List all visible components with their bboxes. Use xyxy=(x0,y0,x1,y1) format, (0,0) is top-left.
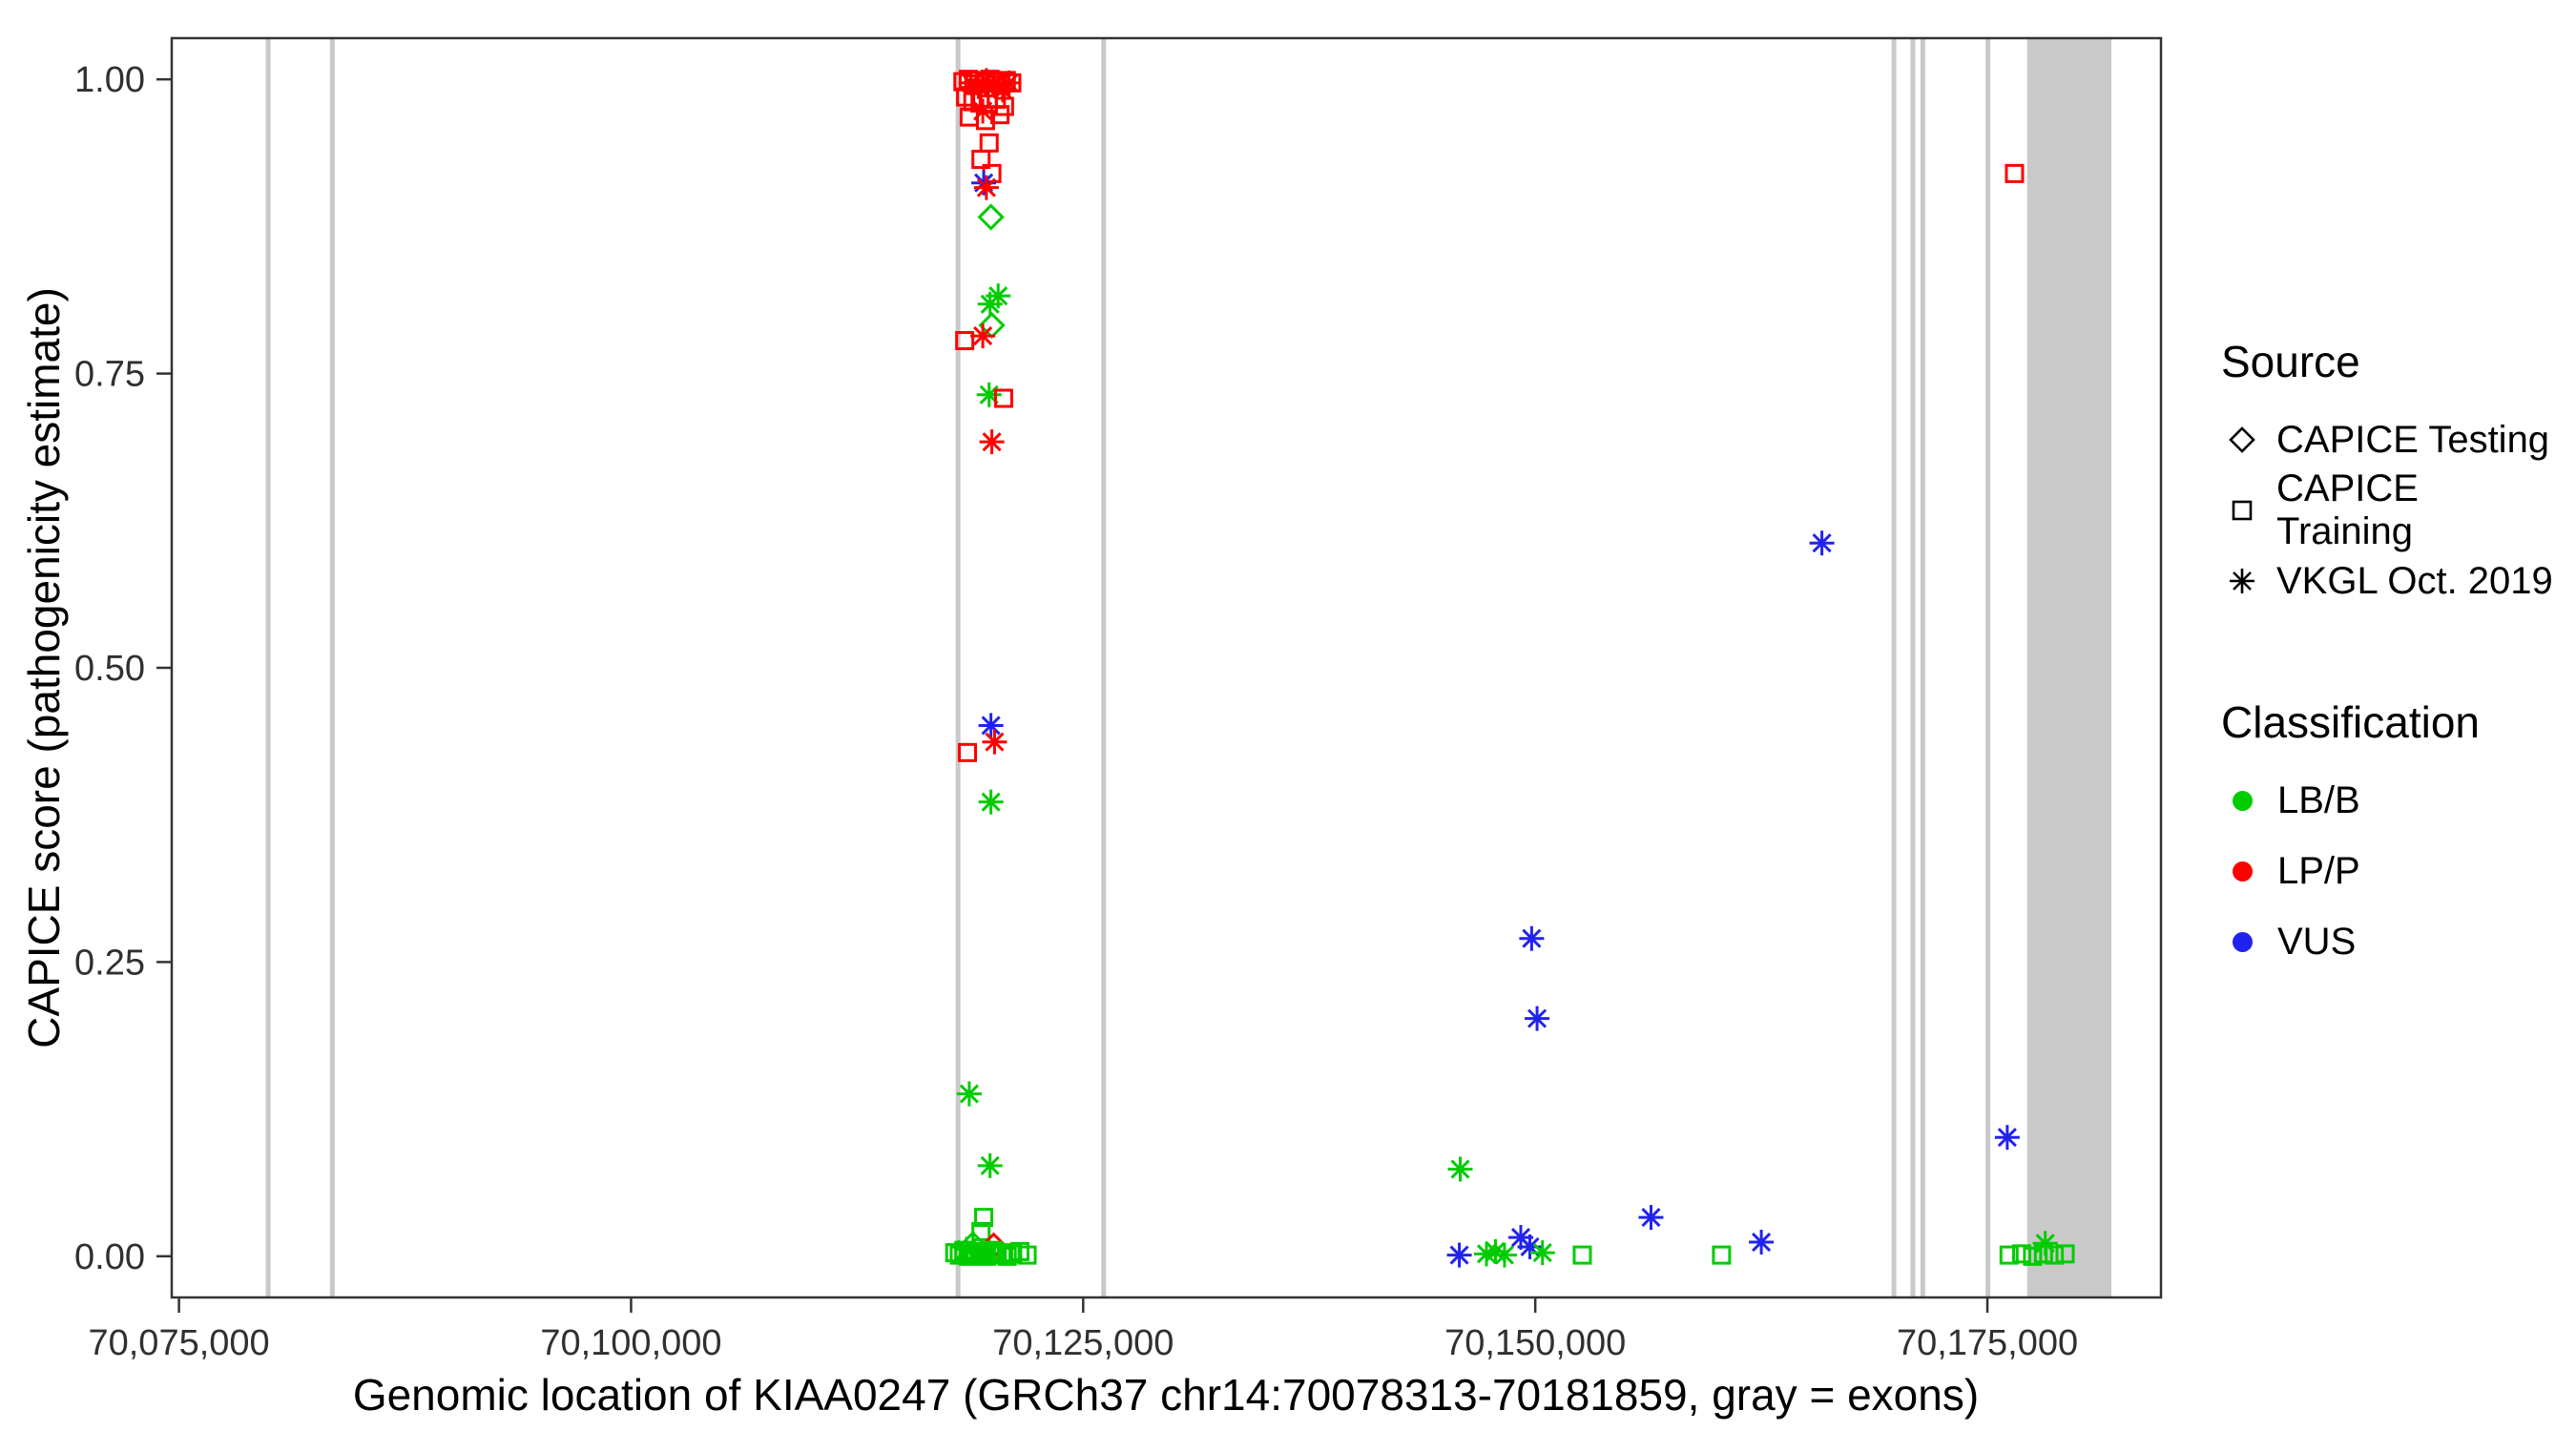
x-tick-label: 70,150,000 xyxy=(1444,1323,1626,1363)
data-point-square xyxy=(2012,1244,2032,1264)
data-point-asterisk xyxy=(1749,1230,1775,1255)
x-tick-label: 70,125,000 xyxy=(992,1323,1174,1363)
legend-item-lbb: LB/B xyxy=(2221,765,2565,836)
data-point-square xyxy=(1712,1245,1732,1265)
x-tick-label: 70,100,000 xyxy=(540,1323,721,1363)
legend-item-label: VKGL Oct. 2019 xyxy=(2276,559,2553,602)
asterisk-icon xyxy=(2230,569,2254,593)
lbb-dot-icon xyxy=(2233,790,2253,811)
diamond-icon xyxy=(2229,426,2255,453)
y-tick-label: 0.75 xyxy=(74,355,145,395)
legend-item-label: CAPICE Training xyxy=(2276,467,2419,552)
exon-region xyxy=(2026,38,2112,1297)
legend-item-capice-training: CAPICE Training xyxy=(2221,467,2565,552)
data-point-asterisk xyxy=(973,175,999,200)
data-point-square xyxy=(2045,1245,2065,1265)
legend-item-label: LB/B xyxy=(2277,778,2360,821)
exon-region xyxy=(1920,38,1925,1297)
data-point-square xyxy=(997,1246,1017,1266)
data-point-asterisk xyxy=(977,291,1003,317)
data-point-square xyxy=(2023,1246,2043,1266)
data-point-square xyxy=(971,150,991,170)
data-point-square xyxy=(955,331,975,351)
y-tick-label: 0.25 xyxy=(74,943,145,983)
legend-item-label: CAPICE Testing xyxy=(2276,418,2550,461)
legend-item-vkgl: VKGL Oct. 2019 xyxy=(2221,546,2565,616)
data-point-asterisk xyxy=(1491,1242,1517,1268)
exon-region xyxy=(955,38,961,1297)
data-point-square xyxy=(2055,1244,2075,1264)
data-point-asterisk xyxy=(1809,530,1835,556)
data-point-asterisk xyxy=(976,382,1002,407)
legend: Source CAPICE Testing CAPICE Training xyxy=(2221,336,2565,977)
data-point-square xyxy=(958,742,977,762)
legend-item-lpp: LP/P xyxy=(2221,836,2565,906)
exon-region xyxy=(1910,38,1916,1297)
data-point-square xyxy=(990,105,1010,125)
data-point-asterisk xyxy=(956,1081,982,1107)
data-point-asterisk xyxy=(970,323,996,349)
data-point-square xyxy=(979,133,999,153)
data-point-square xyxy=(1017,1245,1037,1265)
legend-group-source: Source CAPICE Testing CAPICE Training xyxy=(2221,336,2565,616)
y-tick-label: 0.00 xyxy=(74,1237,145,1277)
data-point-asterisk xyxy=(1529,1240,1555,1266)
exon-region xyxy=(265,38,271,1297)
legend-classification-title: Classification xyxy=(2221,697,2480,747)
panel-border xyxy=(170,36,2163,1299)
x-tick-label: 70,175,000 xyxy=(1897,1323,2078,1363)
y-tick-label: 0.50 xyxy=(74,649,145,689)
data-point-asterisk xyxy=(1638,1205,1664,1231)
data-point-square xyxy=(974,1208,994,1228)
data-point-square xyxy=(2033,1244,2053,1264)
y-axis-title: CAPICE score (pathogenicity estimate) xyxy=(19,287,69,1048)
legend-group-classification: Classification LB/B LP/P VUS xyxy=(2221,696,2565,977)
points-layer xyxy=(945,68,2075,1268)
data-point-square xyxy=(993,388,1013,408)
data-point-asterisk xyxy=(1994,1125,2020,1151)
legend-item-vus: VUS xyxy=(2221,906,2565,977)
data-point-asterisk xyxy=(1446,1242,1472,1268)
lpp-dot-icon xyxy=(2233,861,2253,881)
data-point-asterisk xyxy=(1447,1156,1473,1182)
data-point-asterisk xyxy=(979,429,1005,455)
legend-source-title: Source xyxy=(2221,337,2360,386)
y-tick-label: 1.00 xyxy=(74,60,145,100)
data-point-diamond xyxy=(977,203,1005,231)
exon-region xyxy=(1101,38,1107,1297)
data-point-asterisk xyxy=(1519,925,1545,951)
data-point-square xyxy=(1572,1245,1592,1265)
exon-region xyxy=(329,38,335,1297)
exon-region xyxy=(1985,38,1991,1297)
data-point-asterisk xyxy=(970,98,996,124)
x-axis-title: Genomic location of KIAA0247 (GRCh37 chr… xyxy=(353,1370,1979,1420)
vus-dot-icon xyxy=(2233,931,2253,952)
data-point-asterisk xyxy=(977,1152,1003,1178)
data-point-square xyxy=(1999,1245,2019,1265)
data-point-asterisk xyxy=(978,713,1004,738)
legend-item-label: LP/P xyxy=(2277,849,2360,892)
legend-item-capice-testing: CAPICE Testing xyxy=(2221,404,2565,475)
exon-region xyxy=(1891,38,1897,1297)
data-point-square xyxy=(2005,163,2025,183)
data-point-asterisk xyxy=(982,729,1008,755)
data-point-asterisk xyxy=(978,789,1004,815)
legend-item-label: VUS xyxy=(2277,920,2357,963)
data-point-asterisk xyxy=(996,70,1022,95)
axes-layer: 70,075,000 70,100,000 70,125,000 70,150,000… xyxy=(74,36,2163,1363)
data-point-asterisk xyxy=(1525,1006,1550,1031)
square-icon xyxy=(2232,500,2253,521)
data-point-square xyxy=(992,1243,1012,1263)
exon-layer xyxy=(265,38,2112,1297)
x-tick-label: 70,075,000 xyxy=(88,1323,269,1363)
